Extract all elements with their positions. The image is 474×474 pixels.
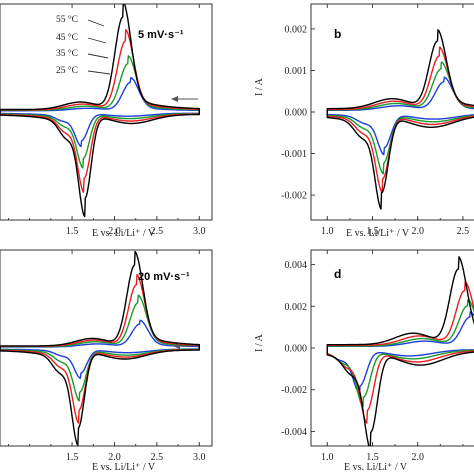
- temp-label-45: 45 °C: [56, 32, 78, 43]
- x-tick-label: 3.0: [193, 226, 206, 237]
- panel-c-scan-rate: 20 mV·s⁻¹: [138, 271, 190, 283]
- cv-curve-55C: [0, 4, 200, 218]
- panel-c-frame: [0, 249, 213, 447]
- panel-a: 1.5 2.0 2.5 3.0 5 mV·s⁻¹ 55 °C 45 °C 35 °C …: [0, 3, 213, 239]
- cv-curve-25C: [326, 76, 474, 156]
- panel-a-scan-rate: 5 mV·s⁻¹: [138, 29, 184, 41]
- panel-c-sweep-arrow: [173, 343, 198, 349]
- temp-label-25: 25 °C: [56, 65, 78, 76]
- panel-a-xlabel: E vs. Li/Li⁺ / V: [92, 228, 156, 239]
- y-tick-label: -0.004: [281, 427, 307, 438]
- cv-curve-25C: [0, 319, 200, 379]
- panel-b-curves: [326, 29, 474, 210]
- panel-c: 1.5 2.0 2.5 3.0 20 mV·s⁻¹ E vs. Li/Li⁺ / V: [0, 249, 213, 473]
- x-tick-label: 2.0: [411, 452, 424, 463]
- cv-curve-45C: [326, 46, 474, 194]
- panel-b-letter: b: [334, 27, 341, 41]
- x-tick-label: 1.5: [366, 452, 379, 463]
- panel-a-ticks: 1.5 2.0 2.5 3.0: [8, 4, 206, 237]
- x-tick-label: 2.5: [151, 452, 164, 463]
- x-tick-label: 2.0: [108, 452, 121, 463]
- x-tick-label: 2.5: [457, 226, 470, 237]
- y-tick-label: 0.000: [285, 108, 308, 119]
- panel-c-ticks: 1.5 2.0 2.5 3.0: [8, 250, 206, 463]
- panel-c-xlabel: E vs. Li/Li⁺ / V: [92, 462, 156, 473]
- panel-b-ticks: 1.0 1.5 2.0 2.5 0.002 0.001 0.000 -0.001 -0.002: [281, 4, 469, 237]
- y-tick-label: 0.004: [285, 260, 308, 271]
- y-tick-label: -0.002: [281, 191, 307, 202]
- panel-d-ylabel: I / A: [254, 333, 265, 352]
- cv-curve-35C: [326, 298, 474, 408]
- y-tick-label: 0.000: [285, 344, 308, 355]
- panel-d-letter: d: [334, 267, 341, 281]
- panel-b-ylabel: I / A: [254, 77, 265, 96]
- panel-a-temperature-labels: 55 °C 45 °C 35 °C 25 °C: [56, 14, 111, 76]
- cv-curve-25C: [0, 76, 200, 148]
- temp-label-55: 55 °C: [56, 14, 78, 25]
- x-tick-label: 1.5: [366, 226, 379, 237]
- x-tick-label: 2.5: [151, 226, 164, 237]
- panel-d-ticks: 1.0 1.5 2.0 0.004 0.002 0.000 -0.002 -0.004: [281, 250, 464, 463]
- cv-curve-35C: [326, 61, 474, 175]
- x-tick-label: 1.0: [321, 226, 334, 237]
- y-tick-label: 0.002: [285, 24, 308, 35]
- panel-d: 1.0 1.5 2.0 0.004 0.002 0.000 -0.002 -0.004 d I…: [254, 249, 474, 473]
- y-tick-label: -0.001: [281, 149, 307, 160]
- panel-a-frame: [0, 3, 213, 221]
- panel-c-curves: [0, 250, 200, 446]
- y-tick-label: 0.002: [285, 302, 308, 313]
- x-tick-label: 2.0: [108, 226, 121, 237]
- cv-curve-35C: [0, 294, 200, 402]
- cv-curve-25C: [326, 311, 474, 395]
- y-tick-label: 0.001: [285, 66, 308, 77]
- panel-b-xlabel: E vs. Li/Li⁺ / V: [346, 228, 410, 239]
- x-tick-label: 3.0: [193, 452, 206, 463]
- panel-a-sweep-arrow: [171, 96, 198, 102]
- cv-curve-55C: [326, 29, 474, 210]
- panel-a-curves: [0, 4, 200, 218]
- leader-line-35: [87, 53, 109, 59]
- panel-d-curves: [326, 256, 474, 446]
- y-tick-label: -0.002: [281, 385, 307, 396]
- leader-line-45: [87, 37, 107, 44]
- x-tick-label: 1.5: [66, 226, 79, 237]
- leader-line-55: [87, 19, 105, 27]
- cv-curve-55C: [326, 256, 474, 446]
- temp-label-35: 35 °C: [56, 48, 78, 59]
- x-tick-label: 1.5: [66, 452, 79, 463]
- cv-curve-45C: [326, 281, 474, 424]
- panel-d-xlabel: E vs. Li/Li⁺ / V: [344, 462, 408, 473]
- panel-b: 1.0 1.5 2.0 2.50.0020.0010.000-0.001-0.002 …: [254, 3, 474, 239]
- cv-curve-55C: [0, 250, 200, 446]
- x-tick-label: 2.0: [411, 226, 424, 237]
- x-tick-label: 1.0: [321, 452, 334, 463]
- leader-line-25: [87, 70, 111, 75]
